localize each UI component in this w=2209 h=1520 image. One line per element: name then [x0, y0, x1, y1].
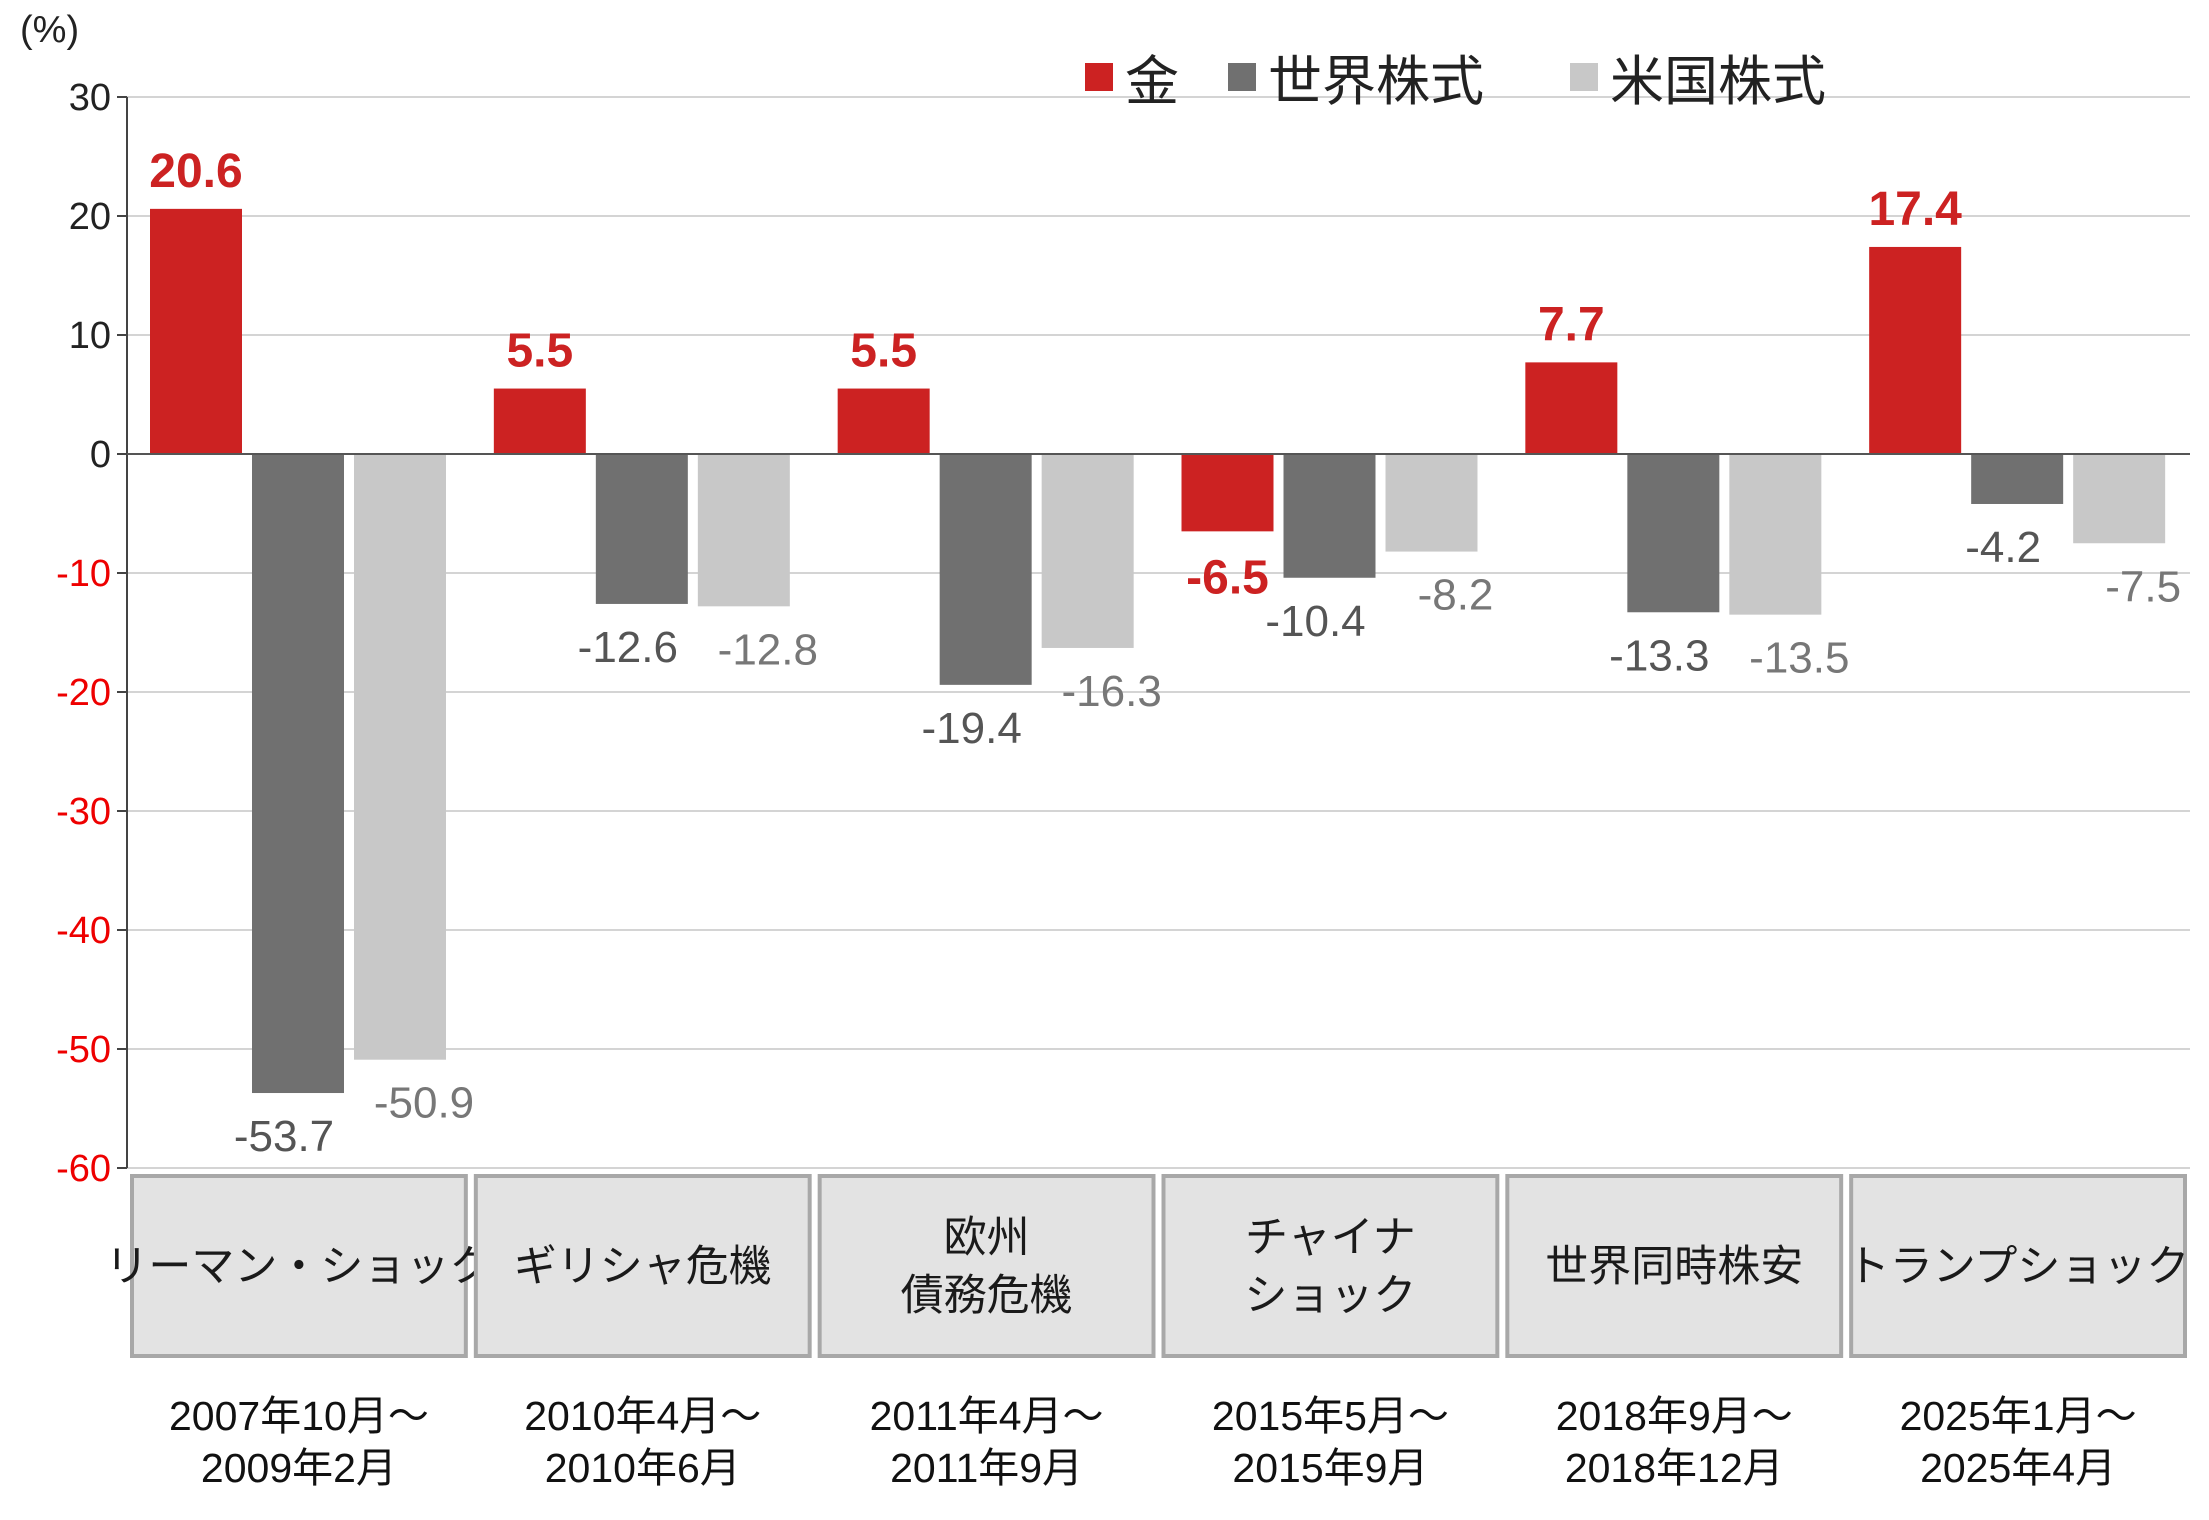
- y-tick-label: 0: [90, 434, 111, 476]
- unit-label: (%): [20, 9, 79, 51]
- category-box-2: [817, 1174, 1156, 1358]
- data-label-5-2: -7.5: [2105, 562, 2181, 611]
- y-tick-label: -40: [56, 910, 111, 952]
- bars: [127, 208, 2190, 1094]
- data-label-5-1: -4.2: [1965, 523, 2041, 572]
- y-tick-label: -10: [56, 553, 111, 595]
- period-label: 2011年4月～: [870, 1393, 1104, 1439]
- data-labels: 20.6 -53.7 -50.9 5.5 -12.6 -12.8 5.5 -19.4 -16.3…: [149, 145, 2181, 1161]
- bar-1-1: [595, 454, 688, 604]
- y-tick-label: -20: [56, 672, 111, 714]
- legend-label-2: 米国株式: [1610, 52, 1826, 112]
- category-label: ギリシャ危機: [514, 1243, 772, 1291]
- data-label-4-1: -13.3: [1609, 631, 1709, 680]
- bar-1-0: [493, 388, 586, 454]
- legend: 金 世界株式 米国株式: [1085, 52, 1826, 112]
- data-label-5-0: 17.4: [1868, 183, 1962, 236]
- category-label: トランプショック: [1847, 1243, 2190, 1291]
- category-label: リーマン・ショック: [105, 1243, 492, 1291]
- category-label: ショック: [1244, 1272, 1416, 1320]
- data-label-1-2: -12.8: [718, 625, 818, 674]
- bar-0-2: [354, 454, 446, 1060]
- category-box-1: [473, 1174, 812, 1358]
- y-axis: (%) 30 20 10 0 -10 -20 -30 -40 -50 -60: [20, 9, 128, 1190]
- bar-4-1: [1627, 454, 1720, 613]
- data-label-1-0: 5.5: [506, 325, 573, 378]
- data-label-2-2: -16.3: [1062, 667, 1162, 716]
- category-box-0: [130, 1174, 468, 1358]
- data-label-4-0: 7.7: [1538, 298, 1605, 351]
- bar-2-2: [1041, 454, 1134, 648]
- period-label: 2011年9月: [890, 1445, 1083, 1491]
- data-label-2-1: -19.4: [922, 704, 1022, 753]
- y-tick-label: 10: [69, 315, 111, 357]
- legend-swatch-1: [1228, 63, 1256, 91]
- category-label: 世界同時株安: [1545, 1243, 1803, 1291]
- period-label: 2018年9月～: [1556, 1393, 1793, 1439]
- period-label: 2010年4月～: [524, 1393, 761, 1439]
- data-label-1-1: -12.6: [578, 623, 678, 672]
- period-label: 2015年5月～: [1212, 1393, 1449, 1439]
- category-label: 債務危機: [901, 1272, 1073, 1320]
- period-label: 2025年4月: [1920, 1445, 2116, 1491]
- y-tick-label: -50: [56, 1029, 111, 1071]
- data-label-0-0: 20.6: [149, 145, 242, 198]
- category-box-5: [1849, 1174, 2187, 1358]
- y-tick-label: -60: [56, 1148, 111, 1190]
- data-label-2-0: 5.5: [850, 325, 917, 378]
- bar-5-2: [2073, 454, 2166, 544]
- category-boxes: リーマン・ショック 2007年10月～ 2009年2月 ギリシャ危機 2010年4月～ 2…: [105, 1174, 2190, 1491]
- bar-3-1: [1283, 454, 1376, 578]
- period-label: 2007年10月～: [169, 1393, 429, 1439]
- y-tick-label: 30: [69, 77, 111, 119]
- bar-4-2: [1729, 454, 1822, 615]
- legend-swatch-0: [1085, 63, 1113, 91]
- bar-0-0: [150, 208, 242, 454]
- data-label-0-2: -50.9: [374, 1079, 474, 1128]
- bar-3-2: [1385, 454, 1478, 552]
- bar-2-1: [939, 454, 1032, 685]
- period-label: 2025年1月～: [1900, 1393, 2137, 1439]
- bar-2-0: [837, 388, 930, 454]
- period-label: 2009年2月: [201, 1445, 397, 1491]
- y-tick-label: 20: [69, 196, 111, 238]
- data-label-3-0: -6.5: [1186, 551, 1269, 604]
- period-label: 2015年9月: [1232, 1445, 1428, 1491]
- y-tick-label: -30: [56, 791, 111, 833]
- category-box-4: [1505, 1174, 1844, 1358]
- category-box-3: [1161, 1174, 1500, 1358]
- data-label-4-2: -13.5: [1749, 634, 1849, 683]
- bar-5-1: [1971, 454, 2064, 504]
- category-label: 欧州: [944, 1214, 1030, 1262]
- bar-0-1: [252, 454, 344, 1094]
- data-label-3-1: -10.4: [1265, 597, 1365, 646]
- bar-3-0: [1181, 454, 1274, 532]
- period-label: 2010年6月: [545, 1445, 741, 1491]
- bar-5-0: [1869, 246, 1962, 454]
- legend-swatch-2: [1570, 63, 1598, 91]
- category-label: チャイナ: [1245, 1214, 1416, 1262]
- legend-label-1: 世界株式: [1268, 52, 1484, 112]
- bar-1-2: [697, 454, 790, 607]
- data-label-3-2: -8.2: [1418, 571, 1494, 620]
- legend-label-0: 金: [1125, 52, 1179, 112]
- data-label-0-1: -53.7: [234, 1112, 334, 1161]
- bar-4-0: [1525, 362, 1618, 454]
- period-label: 2018年12月: [1565, 1445, 1784, 1491]
